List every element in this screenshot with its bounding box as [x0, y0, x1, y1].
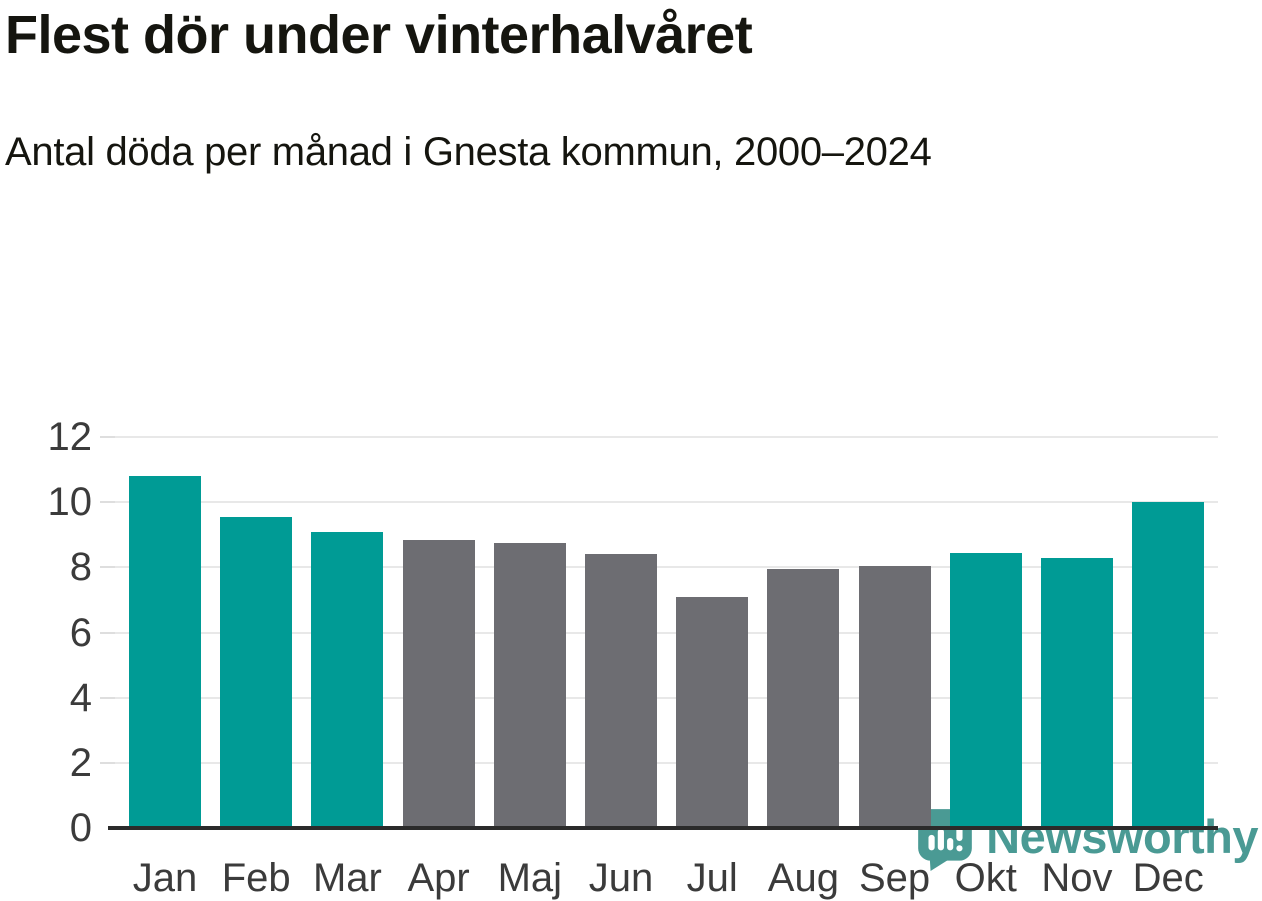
- x-axis-line: [108, 826, 1218, 830]
- y-tick-12: [100, 436, 115, 438]
- plot-area: [100, 436, 1218, 828]
- y-axis-label-6: 6: [69, 610, 92, 655]
- y-tick-6: [100, 631, 115, 634]
- y-axis-label-8: 8: [69, 545, 92, 590]
- newsworthy-wordmark: Newsworthy: [986, 809, 1258, 863]
- bar-aug: [767, 568, 840, 828]
- bar-okt: [949, 552, 1022, 828]
- bar-jul: [676, 596, 749, 828]
- bar-jun: [585, 554, 657, 828]
- y-tick-8: [100, 566, 115, 569]
- y-tick-2: [100, 761, 115, 764]
- gridline-y-6: [115, 631, 1218, 634]
- gridline-y-8: [115, 566, 1218, 569]
- y-axis-label-0: 0: [69, 806, 92, 850]
- bar-maj: [493, 542, 566, 828]
- bar-jan: [129, 476, 201, 828]
- bar-apr: [402, 539, 475, 828]
- y-tick-10: [100, 501, 115, 504]
- chart-subtitle: Antal döda per månad i Gnesta kommun, 20…: [5, 130, 932, 174]
- y-axis-label-12: 12: [47, 415, 93, 459]
- newsworthy-logo: Newsworthy: [914, 807, 1258, 871]
- y-axis-label-4: 4: [69, 675, 92, 720]
- bar-chart: 0 2 4 6 8 10 12 Jan Feb Mar Apr Maj Jun Jul Aug Sep Okt N…: [0, 200, 1262, 900]
- chart-title: Flest dör under vinterhalvåret: [5, 5, 753, 65]
- y-axis-label-10: 10: [47, 480, 93, 525]
- y-axis-label-2: 2: [69, 740, 92, 785]
- gridline-y-12: [115, 436, 1218, 438]
- y-tick-4: [100, 696, 115, 699]
- gridline-y-2: [115, 761, 1218, 764]
- bar-mar: [311, 531, 384, 828]
- bar-dec: [1132, 502, 1205, 828]
- bar-sep: [858, 565, 931, 828]
- gridline-y-4: [115, 696, 1218, 699]
- chart-page: Flest dör under vinterhalvåret Antal död…: [0, 5, 1262, 900]
- bar-nov: [1041, 557, 1113, 828]
- gridline-y-10: [115, 501, 1218, 504]
- bar-feb: [220, 516, 293, 828]
